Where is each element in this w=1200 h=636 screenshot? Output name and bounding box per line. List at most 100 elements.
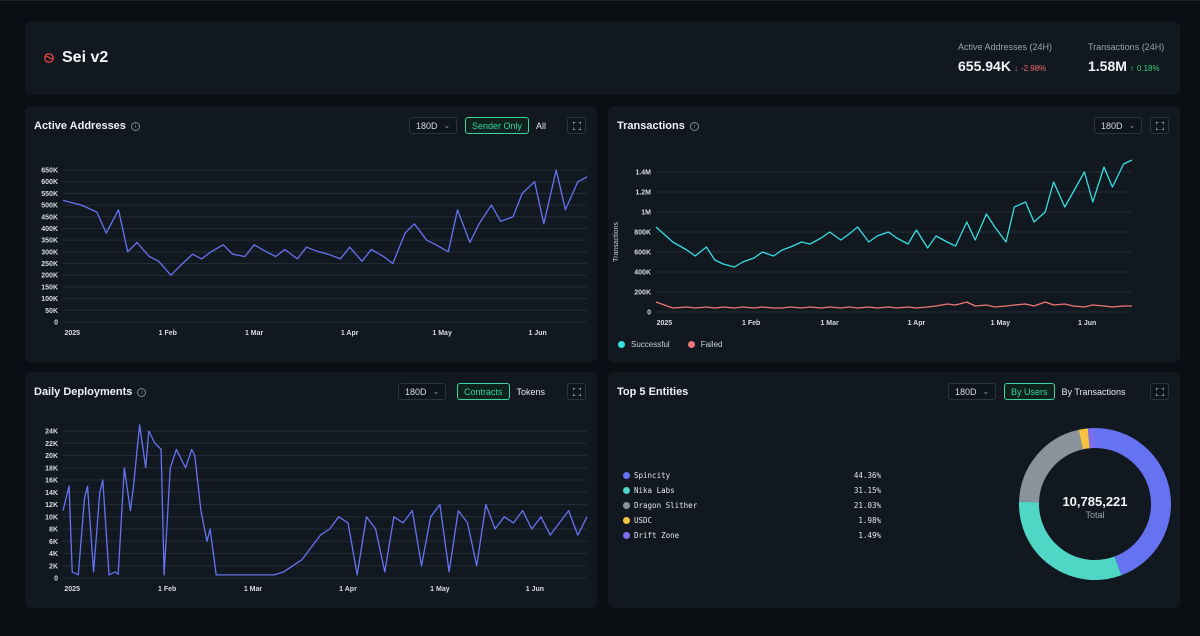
donut-total-label: Total	[1085, 510, 1104, 520]
y-tick-label: 800K	[634, 230, 651, 237]
arrow-up-icon: ↑	[1129, 64, 1134, 73]
range-dropdown[interactable]: 180D ⌄	[948, 383, 997, 400]
y-tick-label: 350K	[41, 238, 58, 245]
donut-slice	[1094, 428, 1171, 576]
range-value: 180D	[955, 386, 977, 397]
toggle-by-users[interactable]: By Users	[1004, 383, 1055, 400]
active-addresses-panel: Active Addresses i 180D ⌄ Sender Only Al…	[25, 106, 597, 362]
info-icon[interactable]: i	[130, 121, 140, 131]
range-dropdown[interactable]: 180D ⌄	[409, 117, 458, 134]
kpi-transactions: Transactions (24H) 1.58M ↑ 0.18%	[1088, 42, 1164, 74]
expand-button[interactable]	[567, 117, 586, 134]
series-line	[655, 159, 1133, 268]
toggle-by-transactions[interactable]: By Transactions	[1061, 386, 1126, 397]
expand-button[interactable]	[567, 383, 586, 400]
y-tick-label: 300K	[41, 249, 58, 256]
top-entities-panel: Top 5 Entities 180D ⌄ By Users By Transa…	[608, 372, 1180, 608]
chart-legend: Successful Failed	[618, 340, 722, 349]
expand-button[interactable]	[1150, 117, 1169, 134]
y-tick-label: 12K	[45, 502, 58, 509]
entity-row[interactable]: Spincity 44.36%	[623, 468, 881, 483]
entity-row[interactable]: USDC 1.98%	[623, 513, 881, 528]
info-icon[interactable]: i	[137, 387, 147, 397]
kpi-value: 1.58M	[1088, 58, 1127, 74]
range-value: 180D	[416, 120, 438, 131]
x-tick-label: 1 Apr	[908, 320, 926, 327]
transactions-panel: Transactions i 180D ⌄ 0 200K 400K 600K 800K 1…	[608, 106, 1180, 362]
entity-name: Nika Labs	[634, 486, 675, 495]
y-tick-label: 550K	[41, 191, 58, 198]
range-value: 180D	[1101, 120, 1123, 131]
toggle-contracts[interactable]: Contracts	[457, 383, 510, 400]
entity-row[interactable]: Drift Zone 1.49%	[623, 528, 881, 543]
y-tick-label: 16K	[45, 478, 58, 485]
panel-title: Top 5 Entities	[617, 386, 689, 398]
y-tick-label: 200K	[41, 273, 58, 280]
kpi-delta: 0.18%	[1136, 64, 1160, 73]
y-tick-label: 600K	[41, 179, 58, 186]
toggle-sender-only[interactable]: Sender Only	[465, 117, 530, 134]
entity-dot	[623, 472, 630, 479]
x-tick-label: 1 Apr	[341, 330, 359, 337]
transactions-chart: 0 200K 400K 600K 800K 1M 1.2M 1.4M 2025 1 Feb 1 Ma…	[613, 159, 1133, 327]
entity-dot	[623, 502, 630, 509]
range-dropdown[interactable]: 180D ⌄	[398, 383, 447, 400]
series-line	[62, 424, 588, 576]
y-tick-label: 100K	[41, 296, 58, 303]
y-tick-label: 50K	[45, 308, 58, 315]
legend-dot	[687, 341, 695, 348]
series-line	[655, 301, 1132, 309]
y-tick-label: 2K	[49, 563, 58, 570]
entity-row[interactable]: Dragon Slither 21.03%	[623, 498, 881, 513]
daily-deployments-panel: Daily Deployments i 180D ⌄ Contracts Tok…	[25, 372, 597, 608]
y-tick-label: 4K	[49, 551, 58, 558]
y-tick-label: 150K	[41, 284, 58, 291]
toggle-all[interactable]: All	[536, 120, 547, 131]
y-tick-label: 0	[647, 310, 651, 317]
expand-button[interactable]	[1150, 383, 1169, 400]
y-tick-label: 18K	[45, 465, 58, 472]
y-tick-label: 650K	[41, 168, 58, 175]
entity-dot	[623, 517, 630, 524]
kpi-label: Active Addresses (24H)	[958, 42, 1053, 52]
y-tick-label: 200K	[634, 290, 651, 297]
active-addresses-chart: 0 50K 100K 150K 200K 250K 300K 350K 400K 450K 500K…	[41, 168, 588, 337]
legend-successful[interactable]: Successful	[618, 340, 670, 349]
donut-slice	[1019, 501, 1122, 580]
panel-title: Daily Deployments	[34, 386, 133, 398]
deployment-type-toggle: Contracts Tokens	[457, 383, 552, 400]
arrow-down-icon: ↓	[1013, 64, 1018, 73]
y-tick-label: 22K	[45, 441, 58, 448]
info-icon[interactable]: i	[689, 121, 699, 131]
x-tick-label: 2025	[64, 330, 80, 337]
panel-title: Active Addresses	[34, 120, 126, 132]
toggle-tokens[interactable]: Tokens	[516, 386, 546, 397]
x-tick-label: 1 Mar	[820, 320, 839, 327]
x-tick-label: 1 Jun	[1078, 320, 1096, 327]
y-tick-label: 1M	[641, 210, 651, 217]
series-line	[62, 169, 588, 276]
range-dropdown[interactable]: 180D ⌄	[1094, 117, 1143, 134]
entity-row[interactable]: Nika Labs 31.15%	[623, 483, 881, 498]
x-tick-label: 1 Mar	[244, 586, 263, 593]
y-tick-label: 0	[54, 320, 58, 327]
y-tick-label: 24K	[45, 429, 58, 436]
y-tick-label: 6K	[49, 539, 58, 546]
y-tick-label: 250K	[41, 261, 58, 268]
entity-name: Spincity	[634, 471, 671, 480]
kpi-active-addresses: Active Addresses (24H) 655.94K ↓ -2.98%	[958, 42, 1052, 74]
chevron-down-icon: ⌄	[432, 387, 440, 396]
sei-logo-icon	[44, 53, 54, 63]
x-tick-label: 1 Jun	[526, 586, 544, 593]
entity-pct: 31.15%	[853, 486, 881, 495]
legend-label: Successful	[631, 340, 670, 349]
chevron-down-icon: ⌄	[443, 121, 451, 130]
legend-failed[interactable]: Failed	[687, 340, 722, 349]
donut-slice	[1078, 428, 1090, 450]
x-tick-label: 1 Feb	[742, 320, 760, 327]
kpi-label: Transactions (24H)	[1088, 42, 1165, 52]
donut-slice	[1019, 429, 1084, 503]
y-tick-label: 0	[54, 576, 58, 583]
x-tick-label: 1 Jun	[529, 330, 547, 337]
